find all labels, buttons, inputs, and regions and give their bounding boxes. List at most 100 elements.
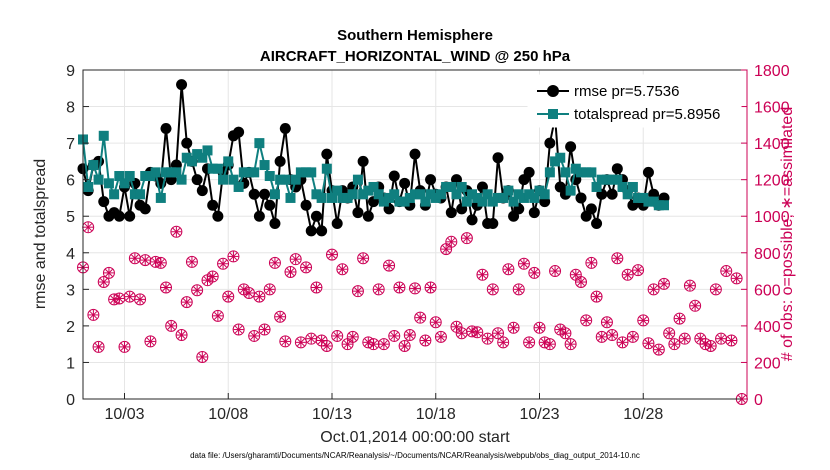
- y-tick-label-right: 1000: [754, 209, 790, 226]
- obs-assimilated-point: [493, 328, 503, 339]
- x-axis-label: Oct.01,2014 00:00:00 start: [320, 429, 510, 446]
- y-tick-label-right: 1800: [754, 63, 790, 80]
- totalspread-point: [410, 189, 420, 200]
- totalspread-point: [212, 163, 223, 174]
- totalspread-point: [373, 189, 384, 200]
- obs-assimilated-point: [690, 300, 701, 311]
- y-tick-label-left: 5: [66, 209, 75, 226]
- totalspread-point: [316, 192, 327, 203]
- rmse-point: [316, 225, 328, 237]
- obs-assimilated-point: [721, 266, 732, 277]
- obs-possible-point: [102, 266, 115, 279]
- obs-assimilated-point: [192, 285, 203, 296]
- y-tick-label-left: 9: [66, 63, 75, 80]
- totalspread-point: [114, 171, 125, 182]
- obs-possible-point: [730, 272, 743, 285]
- obs-assimilated-point: [404, 330, 415, 341]
- obs-assimilated-point: [607, 330, 618, 341]
- totalspread-point: [560, 167, 571, 178]
- obs-assimilated-point: [119, 341, 130, 352]
- totalspread-point: [223, 156, 234, 167]
- rmse-point: [399, 177, 411, 189]
- obs-assimilated-point: [145, 336, 156, 347]
- obs-assimilated-point: [591, 291, 602, 302]
- rmse-point: [523, 166, 535, 178]
- obs-possible-point: [476, 268, 489, 281]
- obs-possible-point: [549, 265, 562, 278]
- obs-possible-point: [637, 314, 650, 327]
- totalspread-point: [456, 181, 467, 192]
- y-tick-label-right: 0: [754, 392, 763, 409]
- chart-subtitle: AIRCRAFT_HORIZONTAL_WIND @ 250 hPa: [260, 48, 571, 65]
- obs-possible-point: [357, 252, 370, 265]
- totalspread-point: [591, 181, 602, 192]
- totalspread-point: [124, 171, 135, 182]
- y-tick-label-right: 1400: [754, 136, 790, 153]
- obs-assimilated-point: [384, 260, 395, 271]
- totalspread-point: [435, 189, 446, 200]
- obs-assimilated-point: [254, 291, 265, 302]
- totalspread-point: [93, 174, 104, 185]
- obs-possible-point: [575, 276, 587, 289]
- obs-assimilated-point: [451, 321, 462, 332]
- totalspread-point: [524, 189, 535, 200]
- totalspread-point: [238, 167, 249, 178]
- obs-assimilated-point: [171, 226, 182, 237]
- obs-assimilated-point: [617, 337, 628, 348]
- obs-possible-point: [600, 316, 613, 329]
- obs-assimilated-point: [269, 257, 280, 268]
- obs-assimilated-point: [596, 331, 607, 342]
- rmse-point: [466, 214, 478, 226]
- obs-assimilated-point: [342, 339, 353, 350]
- totalspread-point: [358, 189, 369, 200]
- rmse-point: [575, 192, 587, 204]
- totalspread-point: [441, 181, 452, 192]
- totalspread-point: [280, 174, 291, 185]
- obs-assimilated-point: [337, 264, 348, 275]
- obs-assimilated-point: [518, 258, 529, 269]
- obs-assimilated-point: [498, 337, 509, 348]
- rmse-point: [352, 207, 364, 219]
- obs-assimilated-point: [233, 324, 244, 335]
- x-tick-label: 10/28: [623, 406, 663, 423]
- obs-possible-point: [424, 281, 437, 294]
- obs-possible-point: [642, 337, 655, 350]
- obs-assimilated-point: [716, 333, 727, 344]
- obs-assimilated-point: [114, 293, 125, 304]
- totalspread-point: [451, 189, 462, 200]
- totalspread-point: [259, 160, 270, 171]
- obs-assimilated-point: [643, 338, 654, 349]
- obs-assimilated-point: [311, 282, 322, 293]
- obs-possible-point: [253, 290, 266, 303]
- obs-possible-point: [144, 335, 157, 348]
- obs-assimilated-point: [726, 335, 737, 346]
- totalspread-point: [425, 189, 436, 200]
- rmse-point: [259, 188, 271, 200]
- data-file-footnote: data file: /Users/gharamti/Documents/NCA…: [190, 451, 640, 460]
- obs-possible-point: [279, 335, 292, 348]
- rmse-point: [585, 203, 597, 215]
- obs-possible-point: [211, 309, 224, 322]
- obs-assimilated-point: [508, 322, 519, 333]
- rmse-point: [492, 152, 504, 164]
- totalspread-point: [399, 196, 410, 207]
- obs-assimilated-point: [212, 310, 223, 321]
- obs-assimilated-point: [207, 271, 218, 282]
- obs-possible-point: [564, 338, 577, 351]
- totalspread-point: [150, 167, 161, 178]
- obs-assimilated-point: [550, 266, 561, 277]
- rmse-point: [279, 122, 291, 134]
- obs-assimilated-point: [648, 284, 659, 295]
- obs-assimilated-point: [140, 255, 151, 266]
- obs-assimilated-point: [565, 339, 576, 350]
- obs-assimilated-point: [124, 291, 135, 302]
- x-tick-label: 10/13: [312, 406, 352, 423]
- obs-possible-point: [668, 338, 681, 351]
- totalspread-point: [601, 174, 612, 185]
- obs-assimilated-point: [352, 286, 363, 297]
- legend-box: [527, 74, 742, 128]
- y-tick-label-left: 7: [66, 136, 75, 153]
- totalspread-point: [368, 181, 379, 192]
- obs-assimilated-point: [332, 330, 343, 341]
- rmse-point: [248, 188, 260, 200]
